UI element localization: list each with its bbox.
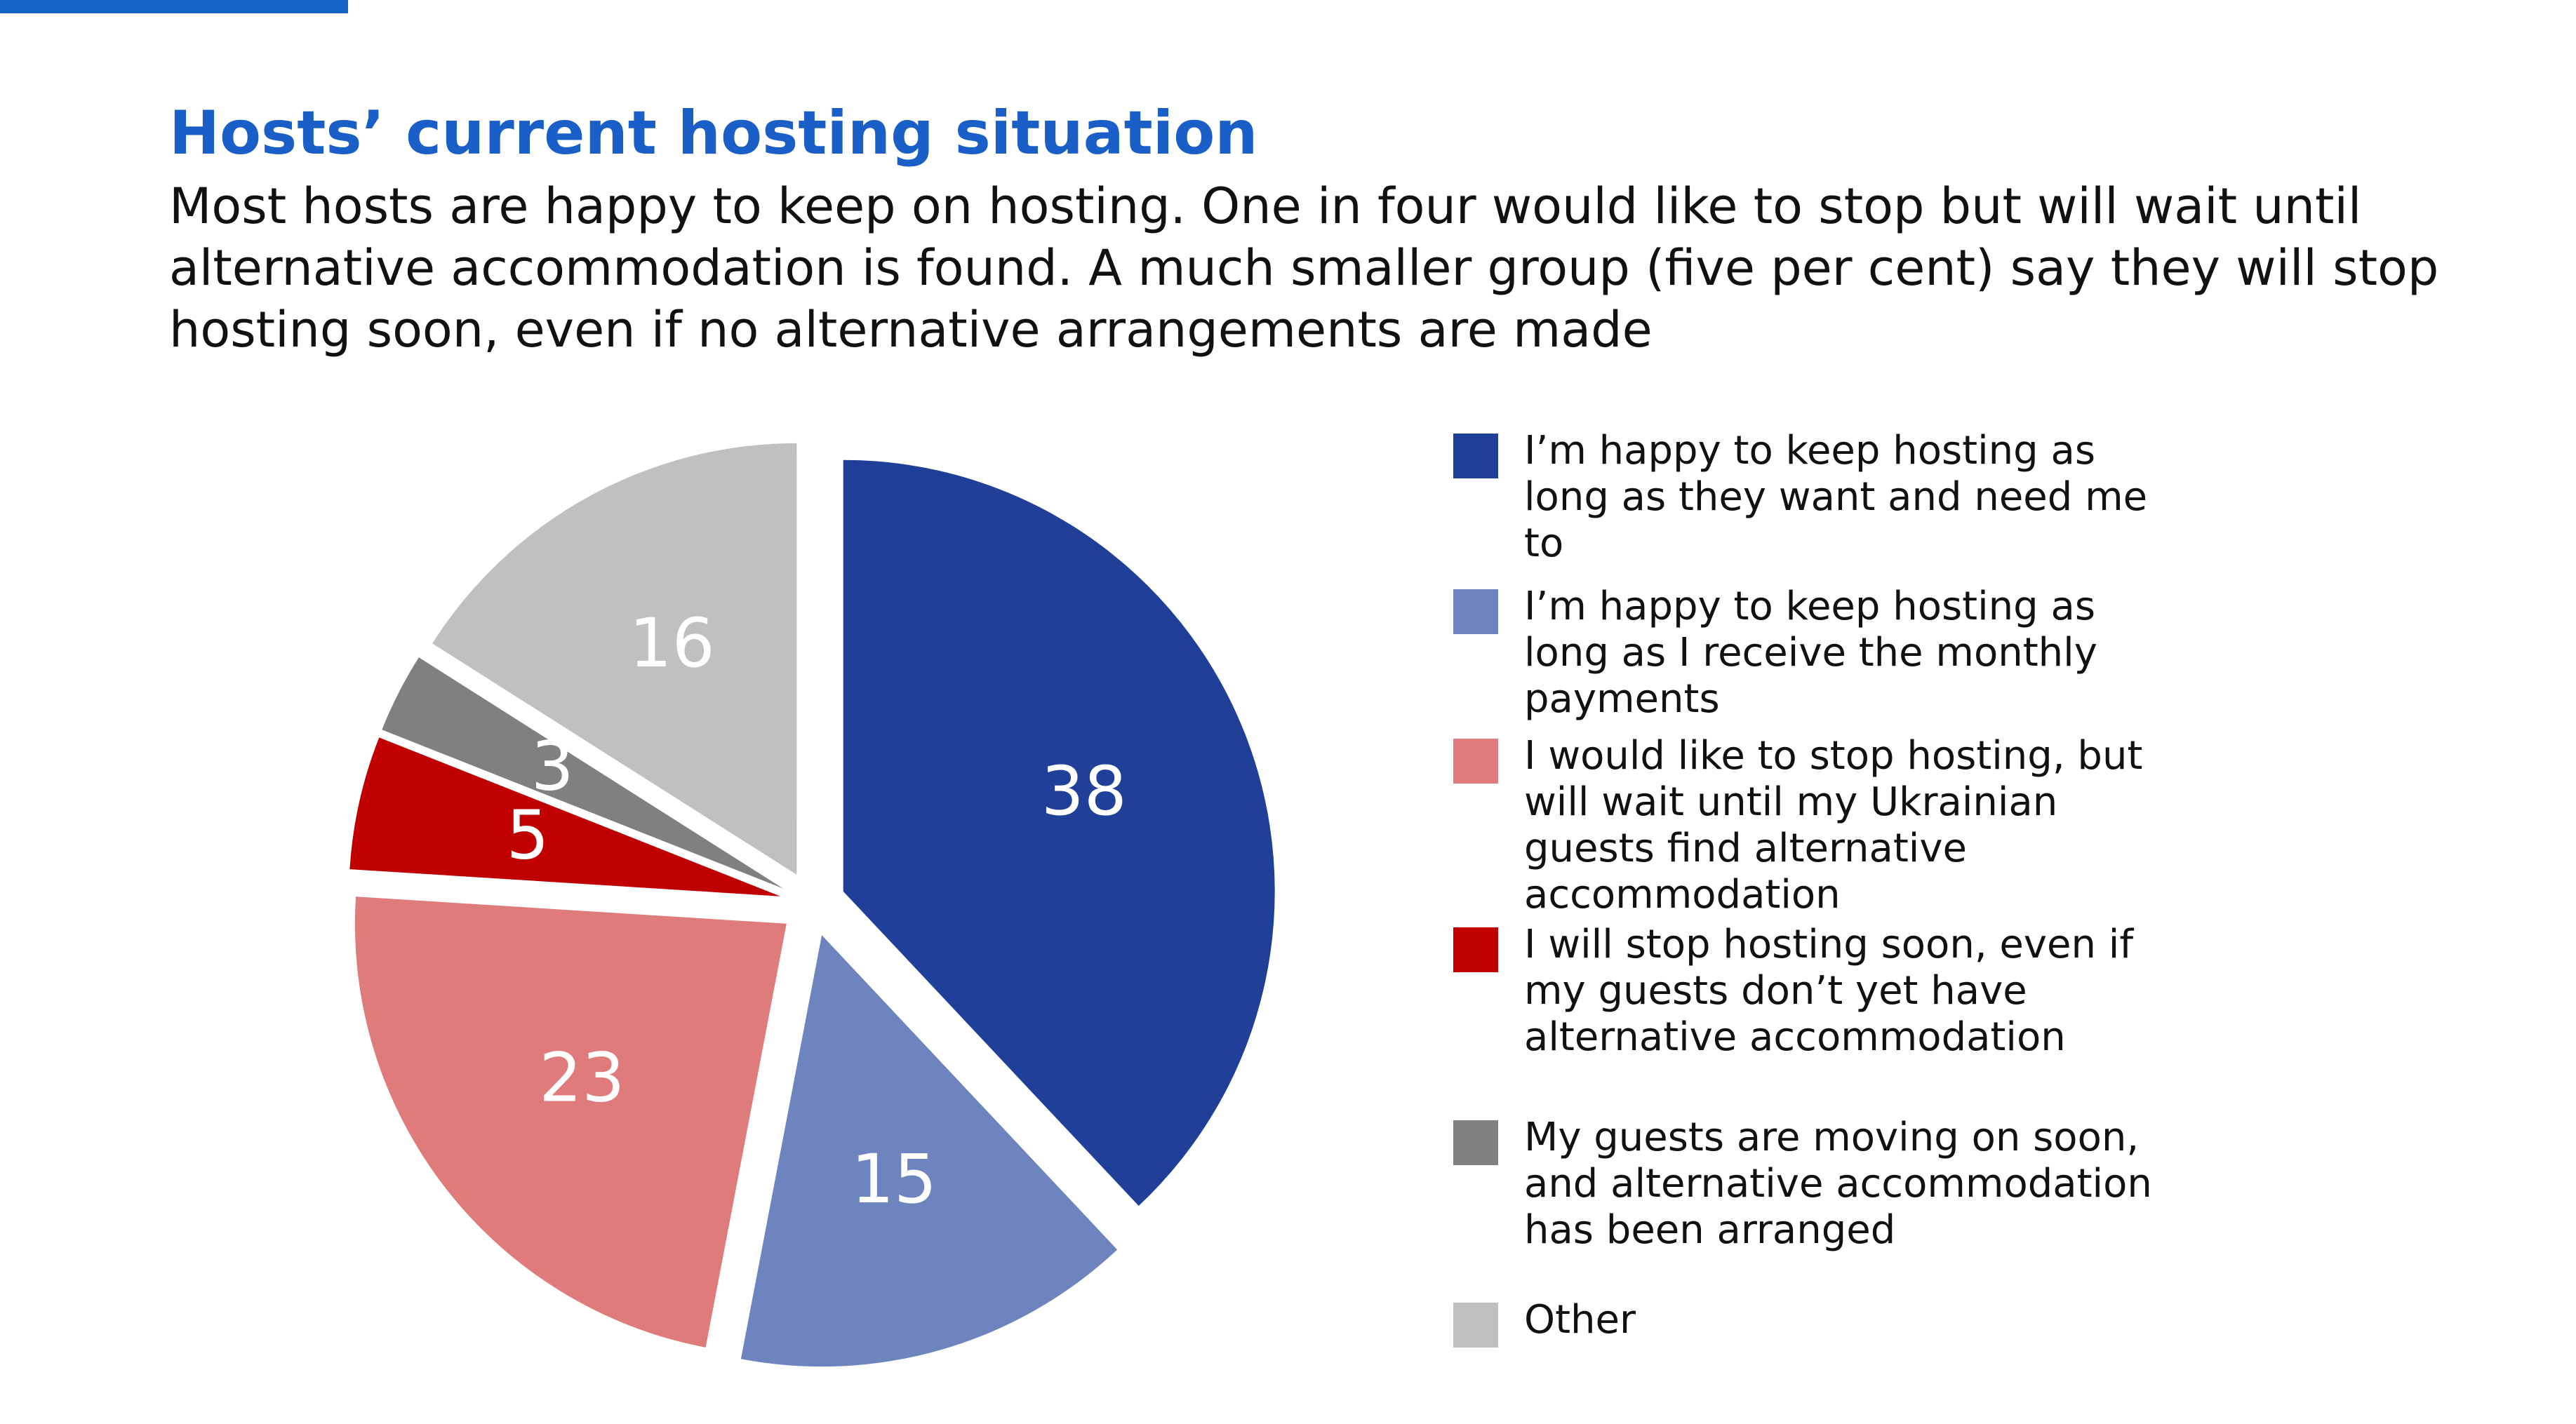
legend-label: I’m happy to keep hosting as long as I r… bbox=[1524, 584, 2097, 722]
data-label: 5 bbox=[506, 796, 549, 875]
data-label: 3 bbox=[531, 727, 574, 805]
data-label: 23 bbox=[539, 1038, 625, 1117]
pie-slice bbox=[349, 737, 781, 896]
legend-label: I’m happy to keep hosting as long as the… bbox=[1524, 428, 2148, 566]
pie-slice bbox=[843, 459, 1275, 1207]
legend-swatch bbox=[1453, 589, 1498, 634]
legend-swatch bbox=[1453, 927, 1498, 972]
legend-swatch bbox=[1453, 1303, 1498, 1348]
legend-label: I would like to stop hosting, but will w… bbox=[1524, 733, 2143, 918]
pie-slice bbox=[354, 896, 787, 1348]
legend-swatch bbox=[1453, 434, 1498, 478]
chart-subtitle: Most hosts are happy to keep on hosting.… bbox=[169, 177, 2439, 358]
data-label: 16 bbox=[629, 604, 715, 683]
legend-label: I will stop hosting soon, even if my gue… bbox=[1524, 922, 2134, 1060]
pie-chart: 38 15 23 53 16 bbox=[349, 443, 1275, 1367]
legend-swatch bbox=[1453, 739, 1498, 784]
data-label: 38 bbox=[1041, 752, 1127, 831]
data-label: 15 bbox=[851, 1140, 937, 1218]
pie-slice bbox=[432, 443, 797, 875]
chart-title: Hosts’ current hosting situation bbox=[169, 98, 1258, 168]
legend-label: Other bbox=[1524, 1297, 1636, 1343]
legend-label: My guests are moving on soon, and altern… bbox=[1524, 1115, 2152, 1253]
pie-slice bbox=[382, 657, 784, 889]
pie-slice bbox=[740, 935, 1118, 1367]
legend-swatch bbox=[1453, 1120, 1498, 1165]
top-accent-bar bbox=[0, 0, 348, 13]
